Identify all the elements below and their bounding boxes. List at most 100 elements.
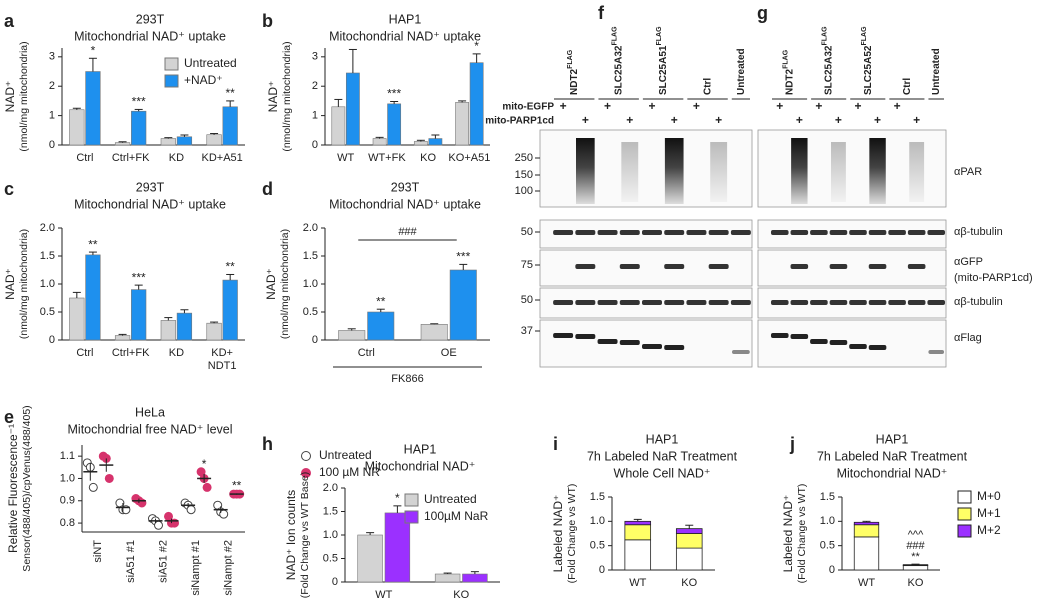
band [791,138,808,204]
chart-subtitle: Mitochondrial NAD⁺ uptake [74,197,226,211]
treatment-mark: + [835,113,842,127]
chart-title: HAP1 [404,442,437,456]
bar [176,312,193,341]
lane-header-sup: FLAG [567,49,574,69]
y-tick-label: 1.5 [303,250,318,262]
significance-label: * [91,43,96,57]
y-axis-label: NAD⁺ [266,81,280,113]
legend-label: M+1 [977,506,1001,520]
bar [338,330,366,341]
y-tick-label: 1.0 [820,515,835,527]
chart-title: HeLa [135,405,165,419]
lane-header: NDT2FLAG [567,49,580,95]
bar [160,138,176,146]
x-tick-label: KO [453,589,469,601]
bar-segment [853,521,880,526]
significance-label: ** [376,294,386,308]
bar [357,534,383,583]
significance-label: ** [88,237,98,251]
x-tick-label: KO [420,152,436,164]
band [790,264,809,269]
band [790,230,809,235]
antibody-label: αβ-tubulin [954,226,1003,238]
y-tick-label: 0 [312,139,318,151]
bar-segment [624,520,652,526]
lane-header-sup: FLAG [612,26,619,46]
lane-header: Ctrl [702,78,713,95]
x-tick-label: siNampt #2 [223,540,235,596]
y-axis-label: (Fold Change vs WT) [566,484,578,584]
lane-header-sup: FLAG [782,49,789,69]
band [888,300,906,305]
band [810,230,828,235]
chart-subtitle: Mitochondrial NAD⁺ [365,459,476,473]
y-tick-label: 0.5 [323,552,338,564]
band [790,334,809,339]
band [831,142,846,202]
y-tick-label: 2 [49,80,55,92]
legend-swatch [404,510,419,524]
significance-label: ** [232,479,242,493]
significance-label: *** [132,270,146,284]
chart-subtitle: Whole Cell NAD⁺ [614,466,711,480]
band [730,300,751,305]
x-tick-label: Ctrl [76,347,93,359]
lane-header-sup: FLAG [861,26,868,46]
significance-label: * [395,491,400,505]
band [575,300,596,305]
x-tick-label: siNT [92,540,104,563]
bar [413,141,428,146]
band [888,230,906,235]
lane-header: SLC25A52FLAG [861,26,874,95]
bar-segment [853,536,880,571]
y-tick-label: 1.0 [590,515,605,527]
data-point [88,482,98,492]
lane-header-name: Ctrl [902,78,913,95]
legend-label: M+2 [977,523,1001,537]
bar-segment [624,524,652,541]
band [576,138,595,204]
lane-header-name: Untreated [931,48,942,95]
band [770,300,789,305]
band [597,300,618,305]
band [708,264,729,269]
x-tick-label: KD [169,152,184,164]
bar [449,269,477,341]
band [664,138,684,204]
y-tick-label: 1.0 [323,529,338,541]
legend-label: Untreated [319,448,372,462]
y-tick-label: 0 [49,139,55,151]
band [575,334,596,339]
bar [455,102,470,146]
x-tick-label: siNampt #1 [190,540,202,596]
band [664,264,685,269]
band [619,340,640,345]
band [686,300,707,305]
lane-header-name: NDT2 [784,68,795,95]
band [829,264,848,269]
bar-segment [624,539,652,571]
bar [428,138,443,146]
band [868,264,887,269]
x-tick-label: siA51 #2 [157,540,169,583]
treatment-label: mito-EGFP [502,102,554,113]
treatment-mark: + [604,99,611,113]
y-axis-label: NAD⁺ [3,81,17,113]
marker-label: 50 [521,226,533,238]
bar-segment [902,565,929,571]
treatment-label: mito-PARP1cd [485,116,554,127]
bar [69,109,85,146]
lane-header-name: SLC25A32 [613,45,624,95]
y-tick-label: 1.0 [303,278,318,290]
y-tick-label: 0 [49,334,55,346]
significance-label: *** [132,95,146,109]
y-axis-label: (nmol/mg mitochondria) [18,229,30,339]
panel-letter: f [598,3,605,23]
marker-label: 50 [521,294,533,306]
panel-letter: h [262,434,273,454]
band [553,300,574,305]
lane-header: NDT2FLAG [782,49,795,95]
lane-header: Untreated [931,48,942,95]
significance-label: ### [906,540,925,552]
x-tick-label: KO [908,577,924,589]
